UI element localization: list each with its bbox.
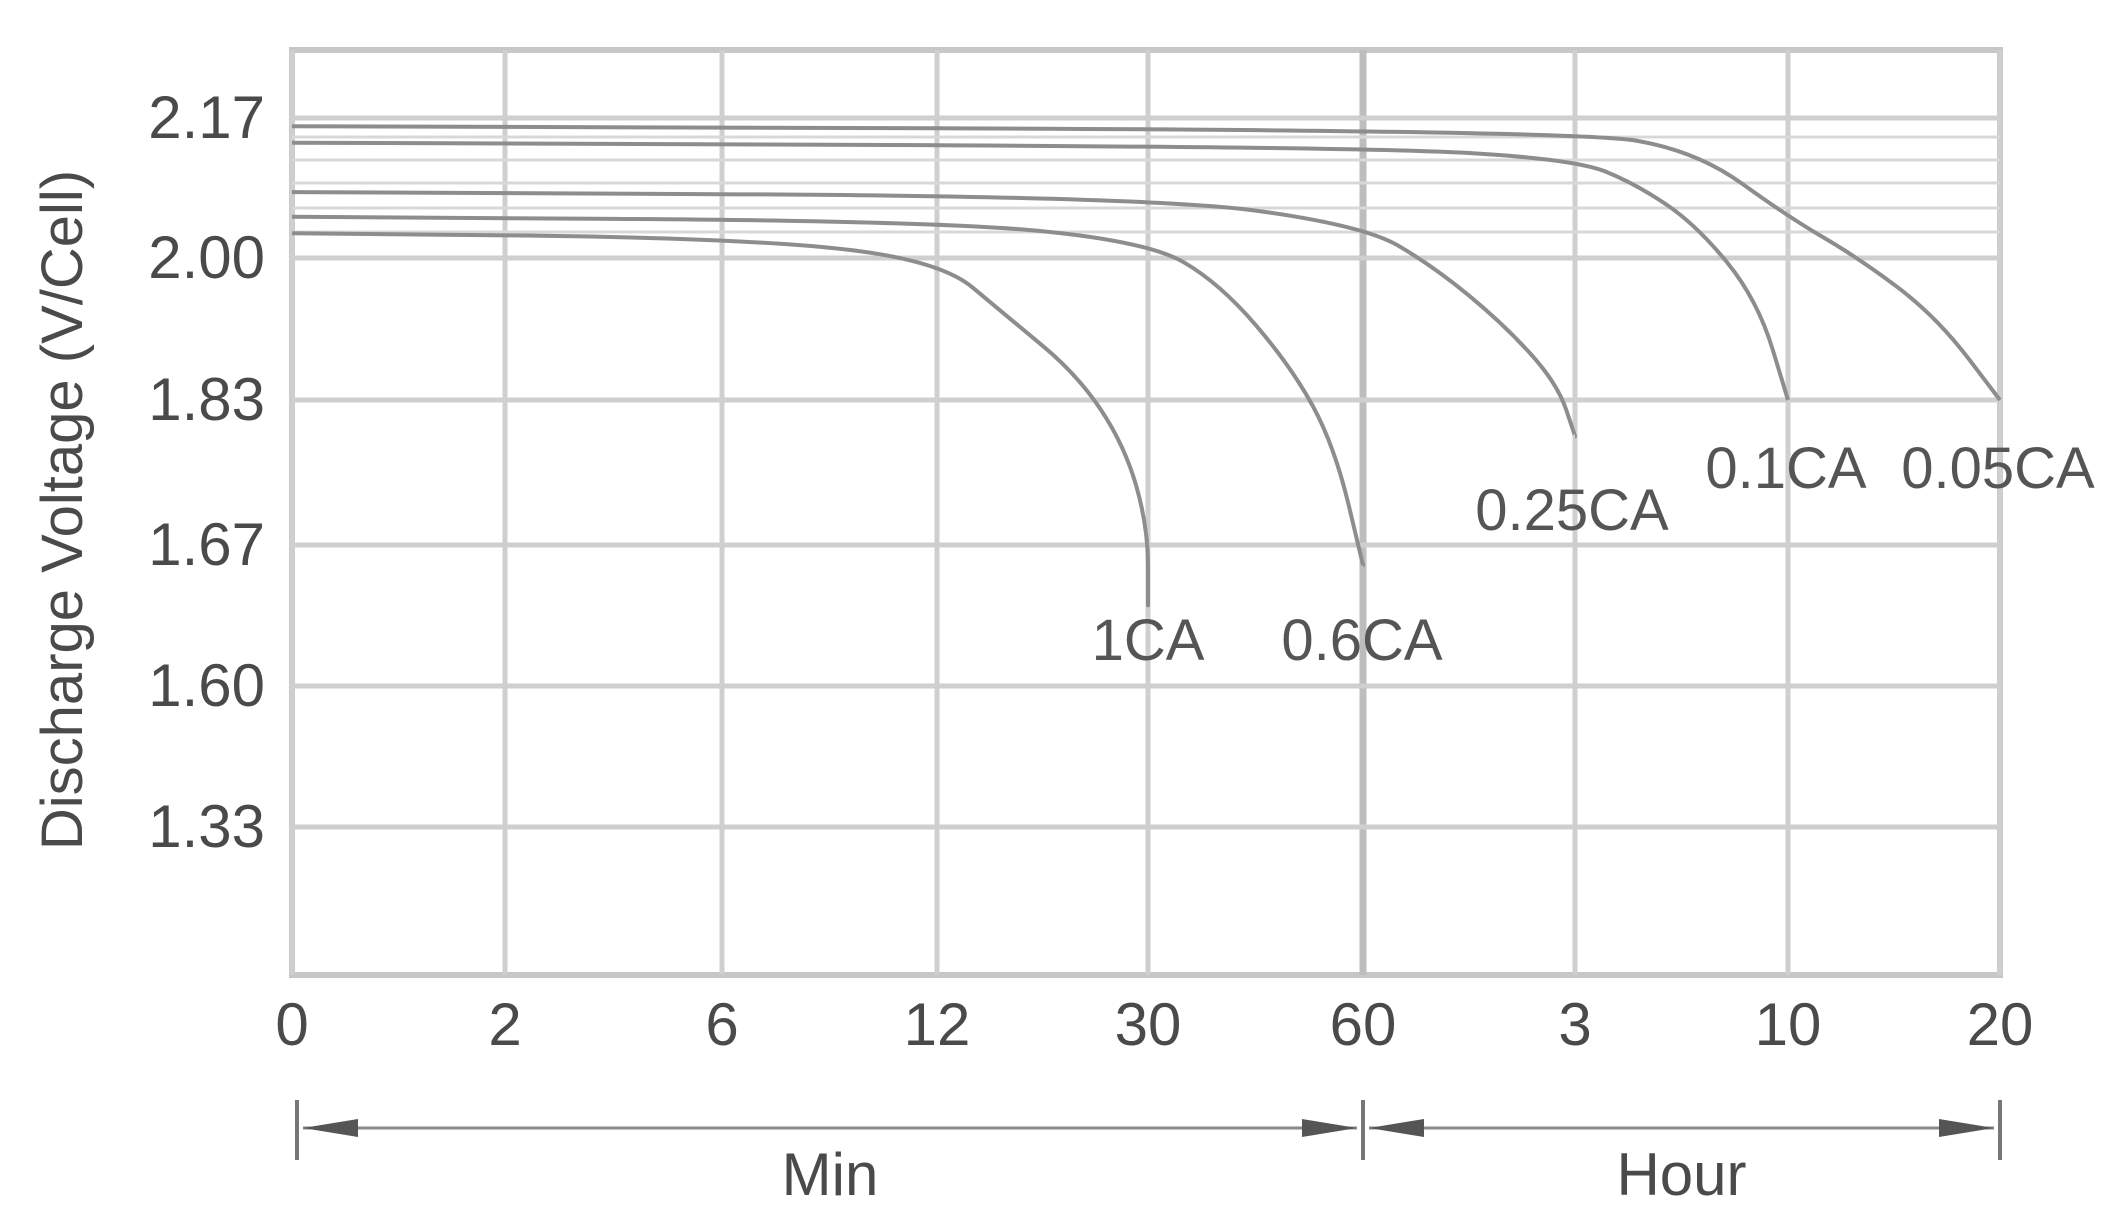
x-unit-label: Hour: [1616, 1141, 1746, 1208]
y-tick-label: 2.17: [148, 84, 265, 151]
series-line-0.25CA: [291, 190, 1578, 439]
y-tick-label: 1.83: [148, 366, 265, 433]
x-tick-label: 12: [904, 991, 971, 1058]
y-axis-label: Discharge Voltage (V/Cell): [30, 170, 95, 850]
range-arrow-left: [303, 1119, 358, 1137]
series-lines: [291, 124, 2002, 608]
x-tick-label: 10: [1755, 991, 1822, 1058]
x-tick-label: 0: [275, 991, 308, 1058]
x-tick-labels: 0 2 6 12 30 60 3 10 20: [275, 991, 2033, 1058]
x-tick-label: 60: [1330, 991, 1397, 1058]
series-label: 0.25CA: [1475, 478, 1669, 543]
series-labels: 1CA 0.6CA 0.25CA 0.1CA 0.05CA: [1092, 436, 2095, 673]
x-tick-label: 6: [705, 991, 738, 1058]
series-label: 0.6CA: [1281, 608, 1443, 673]
x-unit-label: Min: [782, 1141, 879, 1208]
y-tick-labels: 2.17 2.00 1.83 1.67 1.60 1.33: [148, 84, 265, 860]
y-tick-label: 1.33: [148, 793, 265, 860]
series-line-0.05CA: [291, 124, 2002, 402]
x-tick-label: 20: [1967, 991, 2034, 1058]
range-arrow-right: [1302, 1119, 1357, 1137]
y-tick-label: 1.67: [148, 511, 265, 578]
x-tick-label: 30: [1115, 991, 1182, 1058]
series-label: 0.05CA: [1901, 436, 2095, 501]
grid: [289, 47, 2003, 978]
series-label: 0.1CA: [1705, 436, 1867, 501]
y-tick-label: 1.60: [148, 652, 265, 719]
series-label: 1CA: [1092, 608, 1205, 673]
x-unit-ranges: Min Hour: [295, 1100, 2002, 1208]
series-line-0.6CA: [291, 214, 1366, 568]
series-line-0.1CA: [291, 140, 1790, 401]
x-tick-label: 2: [488, 991, 521, 1058]
range-arrow-left: [1369, 1119, 1424, 1137]
y-tick-label: 2.00: [148, 224, 265, 291]
series-line-1CA: [291, 231, 1150, 608]
range-arrow-right: [1939, 1119, 1994, 1137]
x-tick-label: 3: [1558, 991, 1591, 1058]
